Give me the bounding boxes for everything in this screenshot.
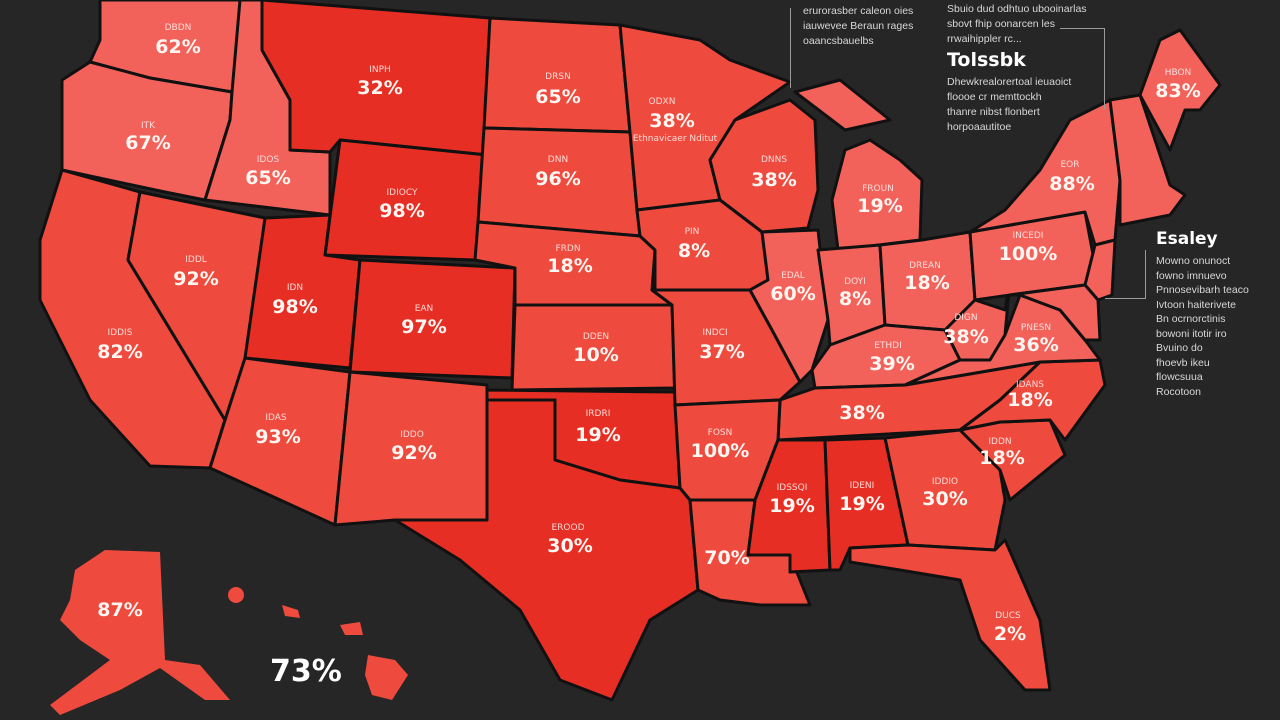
info-intro-line: Sbuio dud odhtuo ubooinarlas: [947, 3, 1087, 15]
state-nm[interactable]: [333, 370, 489, 527]
note-line: erurorasber caleon oies: [803, 5, 914, 17]
state-az[interactable]: [208, 356, 352, 527]
legend-line: Rocotoon: [1156, 385, 1201, 398]
state-me[interactable]: [1138, 28, 1222, 152]
legend-line: flowcsuua: [1156, 371, 1203, 383]
note-line: iauwevee Beraun rages: [803, 20, 914, 32]
state-new-england[interactable]: [1108, 93, 1187, 227]
legend-line: Mowno onunoct: [1156, 255, 1231, 267]
top-note: erurorasber caleon oies iauwevee Beraun …: [803, 4, 913, 49]
info-intro-line: sbovt fhip oonarcen les: [947, 18, 1055, 30]
info-title: Tolssbk: [947, 49, 1026, 71]
state-tx[interactable]: [393, 398, 700, 702]
info-intro-line: rrwaihippler rc...: [947, 33, 1022, 45]
info-body-line: floooe cr memttockh: [947, 91, 1042, 103]
state-ks[interactable]: [510, 303, 677, 392]
state-wi[interactable]: [708, 98, 820, 234]
info-body-line: Dhewkrealorertoal ieuaoict: [947, 76, 1072, 88]
state-nj[interactable]: [1083, 238, 1117, 302]
legend-title: Esaley: [1156, 229, 1218, 249]
state-fl[interactable]: [848, 538, 1052, 692]
state-mt[interactable]: [260, 0, 492, 157]
legend-callout-line: [1105, 250, 1146, 299]
legend-line: Bn ocrnorctinis: [1156, 313, 1226, 325]
callout-line-right: [1060, 28, 1105, 109]
legend-line: Bvuino do: [1156, 342, 1203, 354]
island: [228, 587, 244, 603]
info-body-line: horpoaautitoe: [947, 121, 1012, 133]
state-mi[interactable]: [793, 78, 924, 252]
state-md-de[interactable]: [1008, 283, 1102, 342]
legend-line: Ivtoon haiterivete: [1156, 298, 1236, 311]
state-nd[interactable]: [482, 16, 632, 134]
note-line: oaancsbauelbs: [803, 35, 874, 47]
state-hi[interactable]: [282, 605, 408, 700]
legend-line: fhoevb ikeu: [1156, 356, 1210, 369]
state-sd[interactable]: [476, 126, 642, 238]
legend-line: Pnnosevibarh teaco: [1156, 284, 1249, 296]
legend-line: bowoni itotir iro: [1156, 327, 1227, 340]
callout-line-top: [790, 8, 799, 88]
state-co[interactable]: [348, 258, 517, 380]
legend-line: fowno imnuevo: [1156, 269, 1227, 282]
info-block: Sbuio dud odhtuo ubooinarlas sbovt fhip …: [947, 2, 1087, 135]
hawaii-value: 73%: [270, 654, 342, 689]
state-ak[interactable]: [50, 550, 230, 715]
legend: Esaley Mowno onunoct fowno imnuevo Pnnos…: [1156, 226, 1249, 399]
info-body-line: thanre nibst flonbert: [947, 106, 1040, 118]
state-wy[interactable]: [323, 138, 489, 262]
